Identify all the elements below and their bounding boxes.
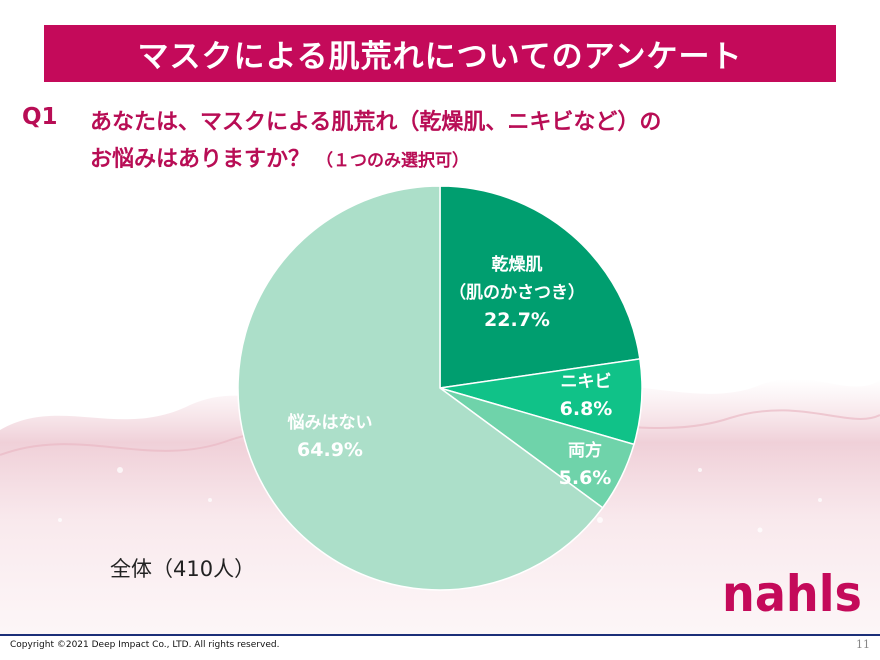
footer-divider [0,634,880,636]
page-title: マスクによる肌荒れについてのアンケート [137,39,743,75]
copyright-text: Copyright ©2021 Deep Impact Co., LTD. Al… [10,640,280,650]
slice-value-label-2: 6.8% [560,398,613,420]
pie-slice-1 [439,185,641,389]
question-number: Q1 [22,104,58,130]
page-number: 11 [856,638,870,651]
slice-value-label-4: 64.9% [297,439,363,461]
slice-category-label-2: ニキビ [561,372,612,392]
nahls-logo: nahls [722,565,862,621]
slice-value-label-3: 5.6% [559,467,612,489]
logo-wordmark: nahls [722,565,862,621]
sample-size-label: 全体（410人） [110,557,256,581]
question-note: （１つのみ選択可） [316,151,470,171]
pie-slice-4 [237,185,604,591]
slice-category-label-4: 悩みはない [288,412,373,433]
question-text-main: お悩みはありますか？ [90,147,311,172]
slice-category-label-1: 乾燥肌 [492,254,543,275]
question-text-line1: あなたは、マスクによる肌荒れ（乾燥肌、ニキビなど）の [90,110,662,135]
slice-category-label-1: （肌のかさつき） [449,282,585,303]
title-banner: マスクによる肌荒れについてのアンケート [44,25,836,82]
slice-category-label-3: 両方 [568,440,602,461]
slice-value-label-1: 22.7% [484,309,550,331]
question-text-line2: お悩みはありますか？ （１つのみ選択可） [90,141,469,173]
